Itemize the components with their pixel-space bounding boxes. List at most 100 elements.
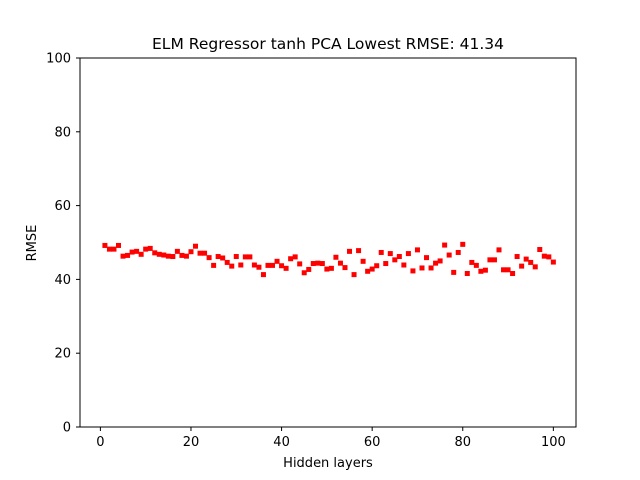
data-points (102, 241, 556, 278)
data-point (120, 253, 126, 259)
data-point (165, 253, 171, 259)
data-point (315, 260, 321, 266)
data-point (283, 265, 289, 271)
data-point (532, 264, 538, 270)
data-point (378, 249, 384, 255)
x-tick-label: 40 (273, 435, 290, 450)
data-point (193, 243, 199, 249)
data-point (396, 254, 402, 260)
data-point (487, 257, 493, 263)
data-point (102, 242, 108, 248)
data-point (152, 250, 158, 256)
data-point (328, 265, 334, 271)
data-point (351, 272, 357, 278)
data-point (405, 251, 411, 257)
data-point (473, 262, 479, 268)
data-point (156, 251, 162, 257)
data-point (437, 258, 443, 264)
data-point (469, 259, 475, 265)
data-point (347, 248, 353, 254)
data-point (288, 256, 294, 262)
data-point (292, 254, 298, 260)
x-tick-label: 0 (96, 435, 104, 450)
data-point (519, 263, 525, 269)
x-tick-label: 20 (183, 435, 200, 450)
data-point (514, 254, 520, 260)
data-point (301, 270, 307, 276)
data-point (256, 264, 262, 270)
data-point (229, 263, 235, 269)
data-point (337, 260, 343, 266)
data-point (410, 268, 416, 274)
data-point (125, 252, 131, 258)
data-point (369, 266, 375, 272)
data-point (134, 248, 140, 254)
data-point (279, 263, 285, 269)
data-point (319, 261, 325, 267)
data-point (360, 258, 366, 264)
data-point (460, 241, 466, 247)
data-point (224, 259, 230, 265)
x-tick-label: 80 (454, 435, 471, 450)
data-point (387, 251, 393, 257)
y-tick-label: 20 (54, 347, 71, 362)
data-point (491, 257, 497, 263)
chart-title: ELM Regressor tanh PCA Lowest RMSE: 41.3… (152, 35, 504, 53)
data-point (451, 269, 457, 275)
data-point (297, 261, 303, 267)
data-point (356, 248, 362, 254)
data-point (170, 254, 176, 260)
data-point (116, 242, 122, 248)
data-point (265, 262, 271, 268)
x-tick-label: 100 (541, 435, 566, 450)
y-tick-label: 60 (54, 199, 71, 214)
data-point (541, 253, 547, 259)
data-point (233, 254, 239, 260)
data-point (310, 261, 316, 267)
data-point (183, 253, 189, 259)
data-point (419, 265, 425, 271)
axes-frame (79, 57, 577, 428)
data-point (537, 247, 543, 253)
data-point (143, 246, 149, 252)
y-tick-label: 100 (46, 52, 71, 67)
data-point (424, 255, 430, 261)
data-point (206, 255, 212, 261)
data-point (242, 254, 248, 260)
data-point (392, 257, 398, 263)
data-point (455, 249, 461, 255)
y-tick-label: 0 (63, 421, 71, 436)
data-point (528, 259, 534, 265)
x-axis-label: Hidden layers (283, 456, 373, 471)
data-point (211, 262, 217, 268)
data-point (414, 247, 420, 253)
data-point (446, 252, 452, 258)
data-point (202, 250, 208, 256)
data-point (161, 252, 167, 258)
data-point (274, 258, 280, 264)
data-point (428, 265, 434, 271)
data-point (505, 267, 511, 273)
data-point (374, 263, 380, 269)
data-point (238, 262, 244, 268)
data-point (550, 259, 556, 265)
data-point (546, 254, 552, 260)
data-point (111, 246, 117, 252)
data-point (251, 262, 257, 268)
data-point (324, 266, 330, 272)
data-point (129, 249, 135, 255)
data-point (496, 247, 502, 253)
data-point (510, 270, 516, 276)
data-point (147, 245, 153, 251)
data-point (342, 265, 348, 271)
data-point (260, 272, 266, 278)
y-axis-label: RMSE (25, 225, 40, 262)
data-point (401, 262, 407, 268)
y-tick-label: 80 (54, 125, 71, 140)
data-point (464, 270, 470, 276)
data-point (433, 260, 439, 266)
data-point (442, 242, 448, 248)
data-point (174, 248, 180, 254)
